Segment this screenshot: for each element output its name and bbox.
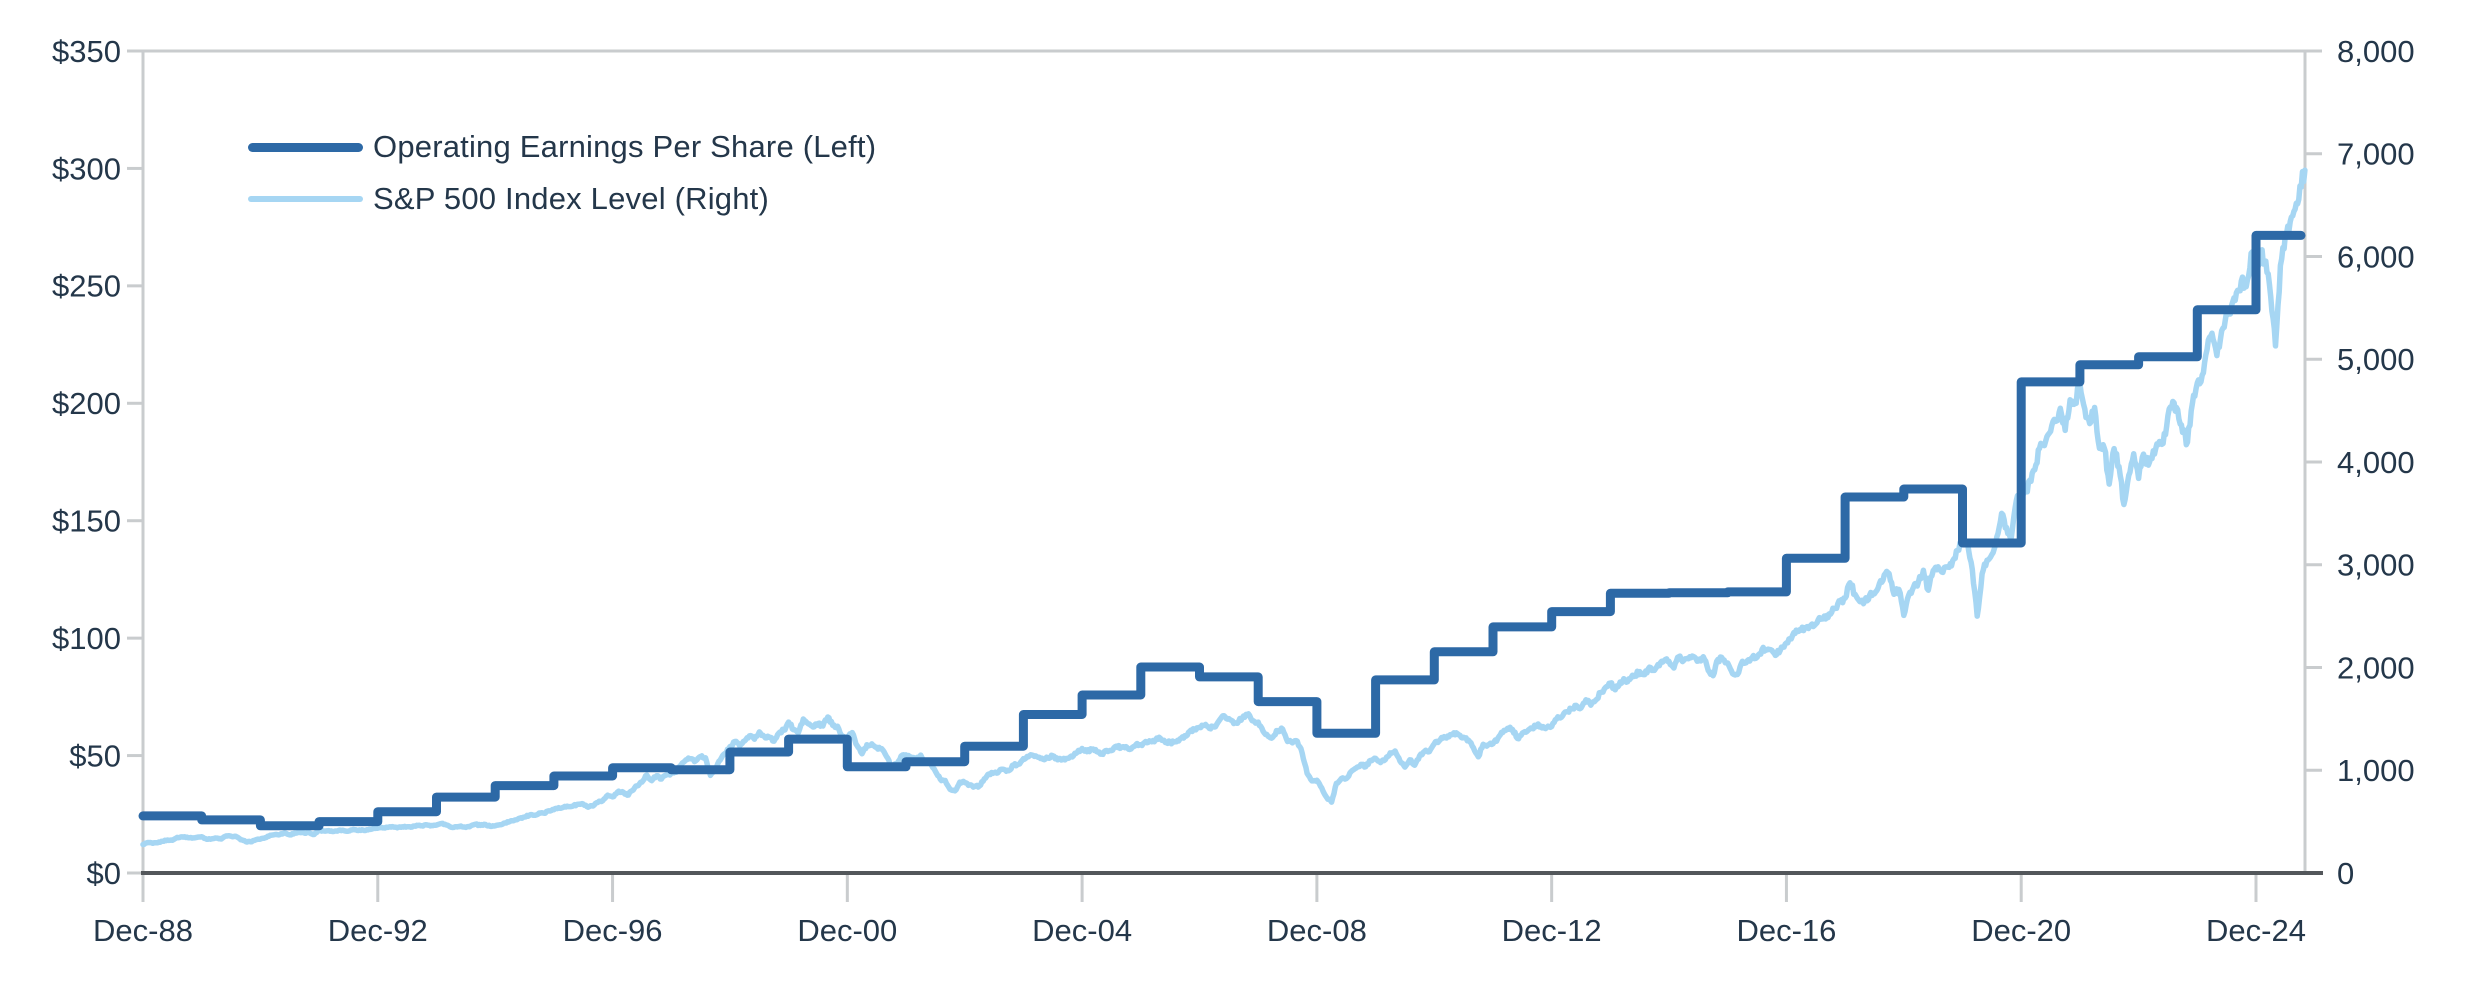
- right-tick-label: 3,000: [2337, 548, 2415, 583]
- left-tick-label: $50: [69, 738, 121, 773]
- left-tick-label: $250: [52, 269, 121, 304]
- legend-label-index: S&P 500 Index Level (Right): [373, 181, 770, 216]
- right-tick-label: 1,000: [2337, 753, 2415, 788]
- operating-eps-step-line: [138, 230, 2306, 831]
- left-tick-label: $200: [52, 386, 121, 421]
- sp500-index-line: [140, 167, 2308, 848]
- right-tick-label: 5,000: [2337, 342, 2415, 377]
- left-tick-label: $350: [52, 34, 121, 69]
- left-tick-label: $300: [52, 151, 121, 186]
- right-tick-label: 8,000: [2337, 34, 2415, 69]
- left-tick-label: $100: [52, 621, 121, 656]
- legend-item-index: S&P 500 Index Level (Right): [248, 173, 876, 225]
- x-tick-label: Dec-96: [563, 913, 663, 948]
- x-tick-label: Dec-08: [1267, 913, 1367, 948]
- x-tick-label: Dec-88: [93, 913, 193, 948]
- x-tick-label: Dec-04: [1032, 913, 1132, 948]
- right-tick-label: 7,000: [2337, 137, 2415, 172]
- eps-line-swatch: [248, 142, 363, 152]
- legend-label-eps: Operating Earnings Per Share (Left): [373, 129, 877, 164]
- x-tick-label: Dec-16: [1736, 913, 1836, 948]
- right-tick-label: 4,000: [2337, 445, 2415, 480]
- legend-item-eps: Operating Earnings Per Share (Left): [248, 121, 876, 173]
- left-tick-label: $0: [87, 856, 121, 891]
- x-tick-label: Dec-12: [1502, 913, 1602, 948]
- x-tick-label: Dec-20: [1971, 913, 2071, 948]
- x-tick-label: Dec-24: [2206, 913, 2306, 948]
- index-line-swatch: [248, 196, 363, 202]
- left-tick-label: $150: [52, 504, 121, 539]
- right-tick-label: 6,000: [2337, 239, 2415, 274]
- x-tick-label: Dec-00: [797, 913, 897, 948]
- x-tick-label: Dec-92: [328, 913, 428, 948]
- right-tick-label: 2,000: [2337, 650, 2415, 685]
- legend: Operating Earnings Per Share (Left) S&P …: [248, 121, 876, 225]
- right-tick-label: 0: [2337, 856, 2354, 891]
